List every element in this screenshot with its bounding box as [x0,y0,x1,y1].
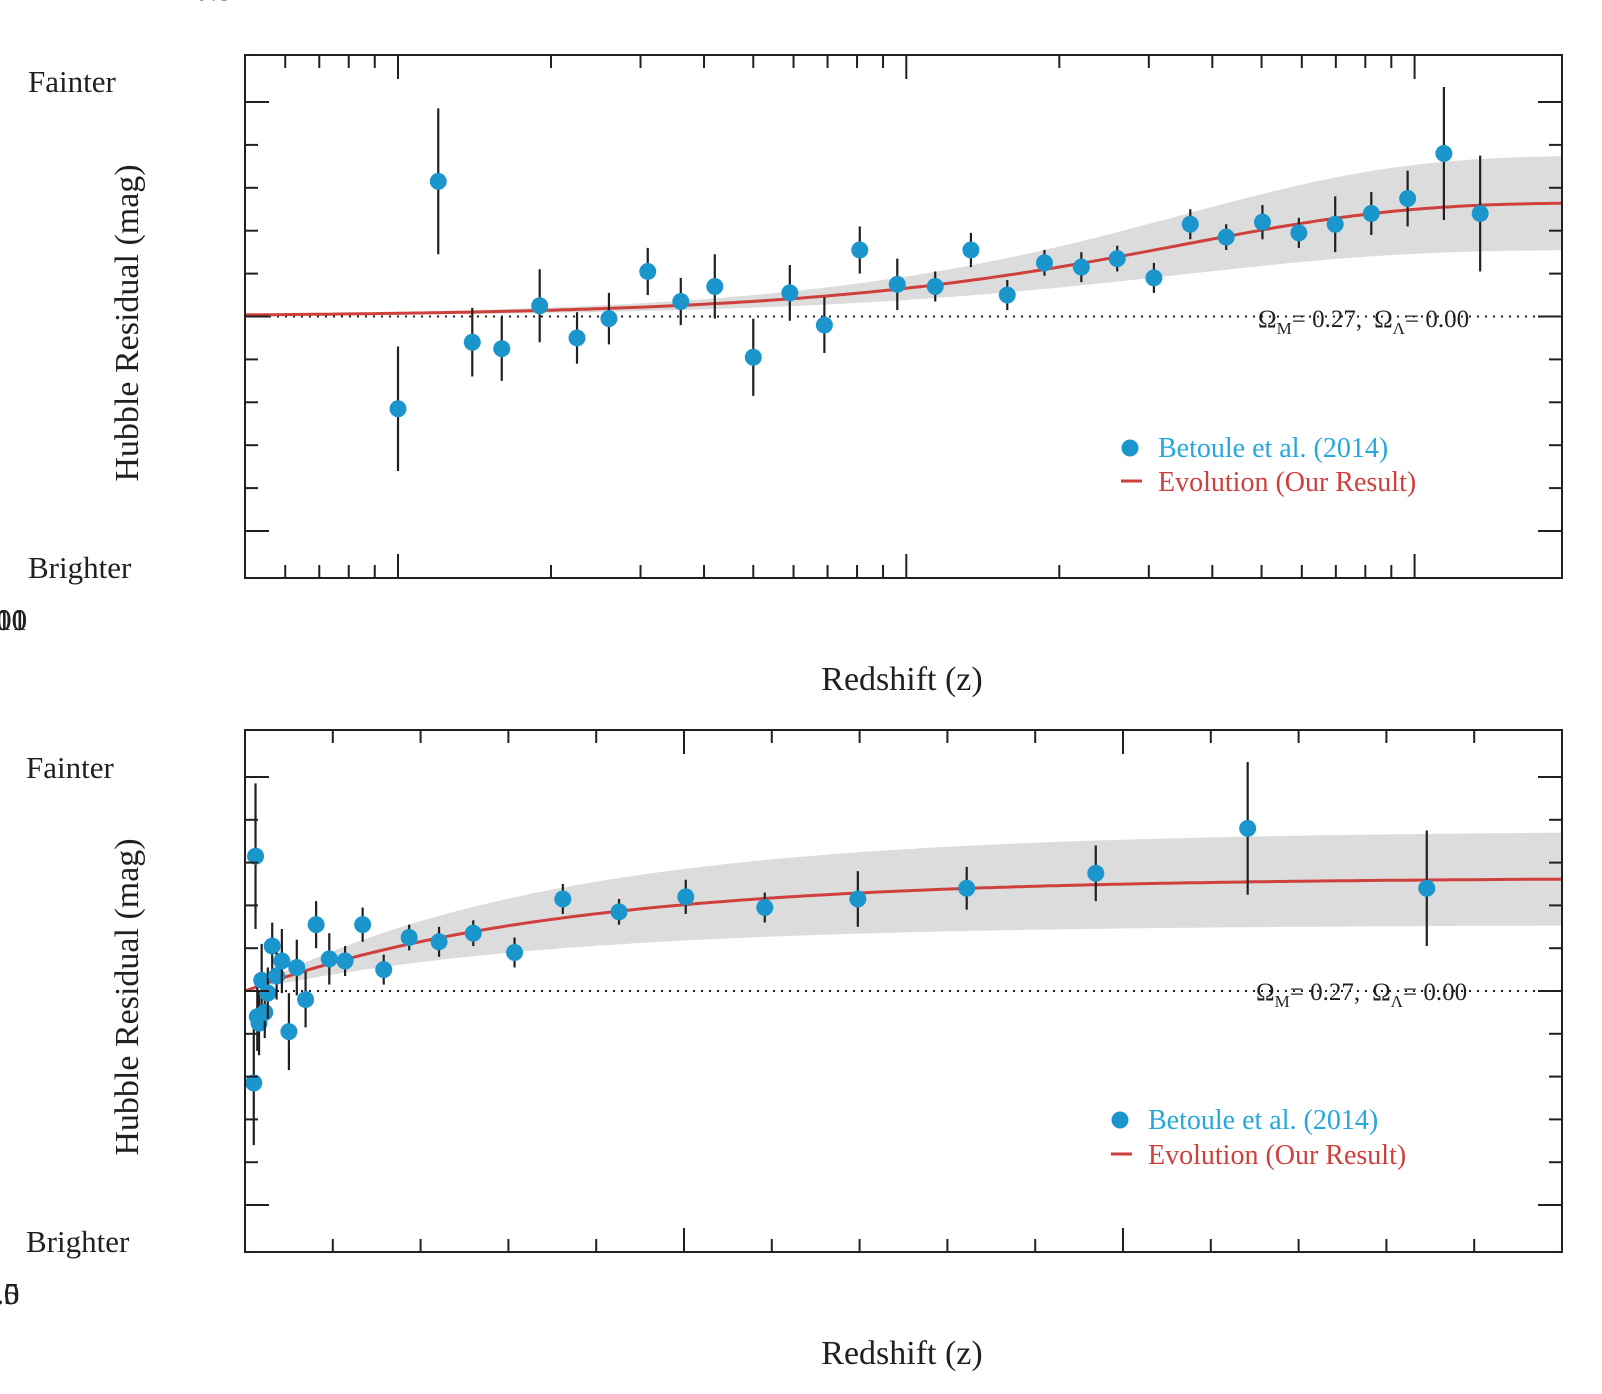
data-point [1035,254,1053,272]
data-point [389,400,407,418]
data-point [256,1003,274,1021]
y-tick-label: 0.5 [194,0,233,7]
data-point [1087,864,1105,882]
data-point [280,1023,298,1041]
data-point [354,916,372,934]
data-point [1471,205,1489,223]
data-point [375,961,393,979]
omega-annotation: ΩM= 0.27, ΩΛ= 0.00 [1258,306,1469,338]
data-point [429,172,447,190]
data-point [815,316,833,334]
legend-model-label: Evolution (Our Result) [1148,1140,1406,1171]
data-point [259,984,277,1002]
data-point [493,340,511,358]
data-point [1362,205,1380,223]
y-tick-label: 0.0 [194,0,233,7]
y-tick-label: -0.5 [184,0,233,7]
omega-annotation: ΩM= 0.27, ΩΛ= 0.00 [1256,979,1467,1011]
plot-frame [244,54,1563,579]
data-point [463,333,481,351]
data-point [962,241,980,259]
data-point [756,899,774,917]
data-point [245,1074,263,1092]
data-point [926,277,944,295]
data-point [1239,819,1257,837]
fainter-label: Fainter [26,750,114,785]
data-point [677,888,695,906]
fainter-label: Fainter [28,64,116,99]
data-point [297,991,315,1009]
data-point [1253,213,1271,231]
legend-points-label: Betoule et al. (2014) [1158,433,1388,464]
data-point [506,943,524,961]
data-point [849,890,867,908]
data-point [600,310,618,328]
model-curve [244,877,1563,993]
legend: Betoule et al. (2014) Evolution (Our Res… [1121,433,1416,498]
data-point [1326,215,1344,233]
data-point [706,277,724,295]
data-point [1290,224,1308,242]
y-tick-label: 0.0 [194,0,233,7]
data-point [400,929,418,946]
data-point [610,903,628,921]
x-tick-label: 0.01 [0,602,27,637]
x-tick-label: 1.0 [0,1276,19,1311]
data-point [1145,269,1163,287]
plot-frame [244,729,1563,1253]
data-point [307,916,325,934]
panel-log-redshift: 0.010.101.000.50.0-0.5 Fainter Brighter … [0,0,1563,698]
data-point [568,329,586,347]
x-tick-label: 0.0 [0,1276,19,1311]
data-point [554,890,572,908]
data-point [672,292,690,310]
x-tick-label: 1.5 [0,1276,19,1311]
data-point [744,348,762,366]
data-point [273,952,291,970]
data-point [531,297,549,315]
data-point [639,262,657,280]
data-point [1108,250,1126,268]
legend-points-marker [1121,439,1139,457]
data-point [1418,879,1436,897]
brighter-label: Brighter [28,550,132,585]
x-axis-title: Redshift (z) [821,661,982,698]
data-point [998,286,1016,304]
legend: Betoule et al. (2014) Evolution (Our Res… [1111,1105,1406,1171]
data-point [1181,215,1199,233]
data-point [464,924,482,942]
data-point [781,284,799,302]
legend-points-marker [1111,1111,1129,1129]
model-uncertainty-band [245,832,1562,991]
data-point [336,952,354,970]
data-point [1399,190,1417,208]
x-tick-label: 0.5 [0,1276,19,1311]
brighter-label: Brighter [26,1224,130,1259]
data-point [888,275,906,293]
data-point [263,937,281,955]
data-point [851,241,869,259]
data-point [320,950,338,968]
y-tick-label: -0.5 [184,0,233,7]
y-axis-title: Hubble Residual (mag) [109,838,146,1155]
legend-points-label: Betoule et al. (2014) [1148,1105,1378,1136]
data-point [1072,258,1090,276]
panel-linear-redshift: 0.00.51.01.50.50.0-0.5 Fainter Brighter … [0,0,1563,1372]
data-point [958,879,976,897]
x-axis-title: Redshift (z) [821,1335,982,1372]
data-point [1217,228,1235,246]
x-tick-label: 0.10 [0,602,27,637]
legend-model-label: Evolution (Our Result) [1158,467,1416,498]
data-point [253,971,271,989]
x-tick-label: 1.00 [0,602,27,637]
data-point [430,933,448,951]
data-point [288,958,306,976]
data-point [1435,144,1453,162]
data-point [247,847,265,865]
y-axis-title: Hubble Residual (mag) [109,164,146,481]
y-tick-label: 0.5 [194,0,233,7]
